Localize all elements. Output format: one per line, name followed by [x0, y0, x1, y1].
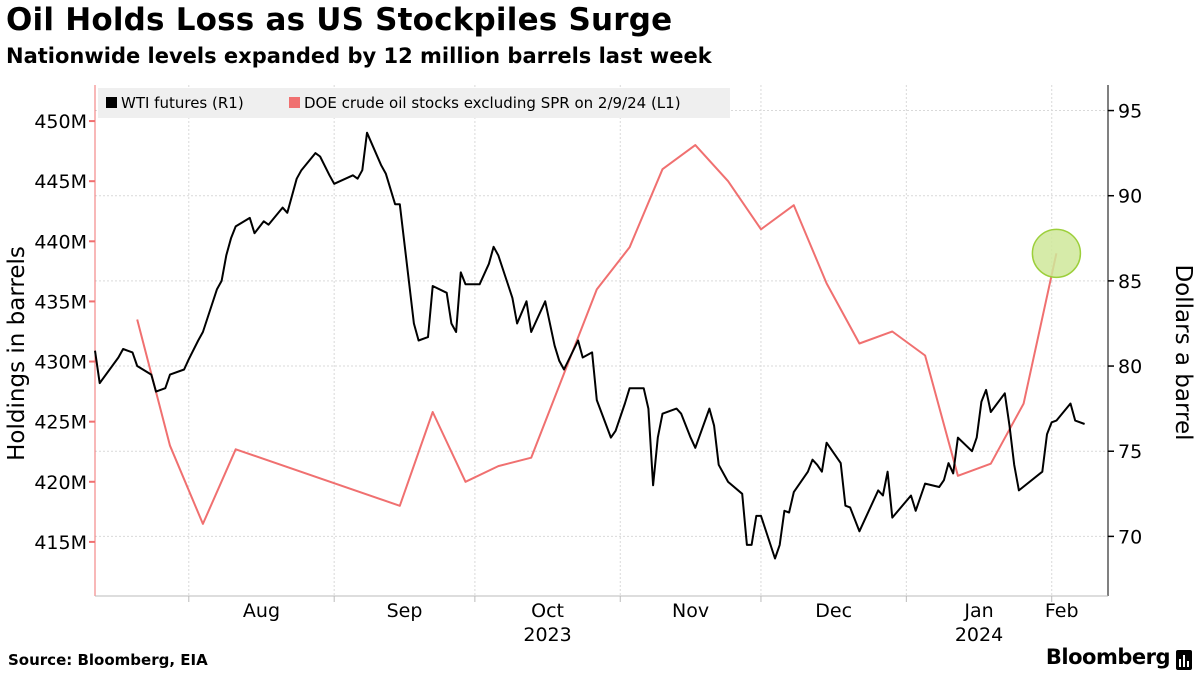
legend-label-stocks: DOE crude oil stocks excluding SPR on 2/… — [304, 94, 681, 112]
x-tick-label: Dec — [815, 600, 852, 622]
right-tick-label: 90 — [1118, 186, 1142, 208]
year-label: 2023 — [523, 624, 571, 646]
legend-label-wti: WTI futures (R1) — [121, 94, 244, 112]
highlight-circle — [1031, 228, 1082, 279]
right-tick-label: 70 — [1118, 526, 1142, 548]
chart-title: Oil Holds Loss as US Stockpiles Surge — [6, 2, 673, 38]
x-tick-label: Oct — [531, 600, 564, 622]
left-tick-label: 435M — [34, 291, 87, 313]
left-tick-label: 415M — [34, 532, 87, 554]
legend: WTI futures (R1) DOE crude oil stocks exc… — [98, 88, 730, 118]
x-tick-label: Feb — [1045, 600, 1079, 622]
year-label: 2024 — [955, 624, 1003, 646]
left-tick-label: 440M — [34, 231, 87, 253]
right-tick-label: 85 — [1118, 271, 1142, 293]
wti-futures-line — [94, 131, 1085, 560]
legend-swatch-stocks — [289, 97, 300, 108]
left-tick-label: 425M — [34, 412, 87, 434]
bloomberg-terminal-icon — [1176, 650, 1192, 670]
chart-subtitle: Nationwide levels expanded by 12 million… — [6, 44, 712, 68]
left-tick-label: 430M — [34, 352, 87, 374]
legend-swatch-wti — [106, 97, 117, 108]
x-tick-label: Jan — [963, 600, 993, 622]
right-tick-label: 80 — [1118, 356, 1142, 378]
right-tick-label: 95 — [1118, 101, 1142, 123]
right-tick-label: 75 — [1118, 441, 1142, 463]
legend-background — [98, 88, 730, 118]
x-tick-label: Aug — [243, 600, 280, 622]
left-tick-label: 450M — [34, 111, 87, 133]
x-tick-label: Sep — [387, 600, 423, 622]
axes: 415M 420M 425M 430M 435M 440M 445M 450M 70 75 80 85… — [34, 85, 1142, 646]
doe-stocks-line — [136, 144, 1058, 525]
gridlines — [95, 85, 1108, 596]
bloomberg-logo: Bloomberg — [1045, 645, 1171, 669]
source-note: Source: Bloomberg, EIA — [8, 651, 208, 669]
left-tick-label: 445M — [34, 171, 87, 193]
series-lines — [94, 131, 1085, 560]
left-axis-title: Holdings in barrels — [4, 246, 30, 461]
x-tick-label: Nov — [672, 600, 709, 622]
left-tick-label: 420M — [34, 472, 87, 494]
right-axis-title: Dollars a barrel — [1170, 264, 1196, 440]
